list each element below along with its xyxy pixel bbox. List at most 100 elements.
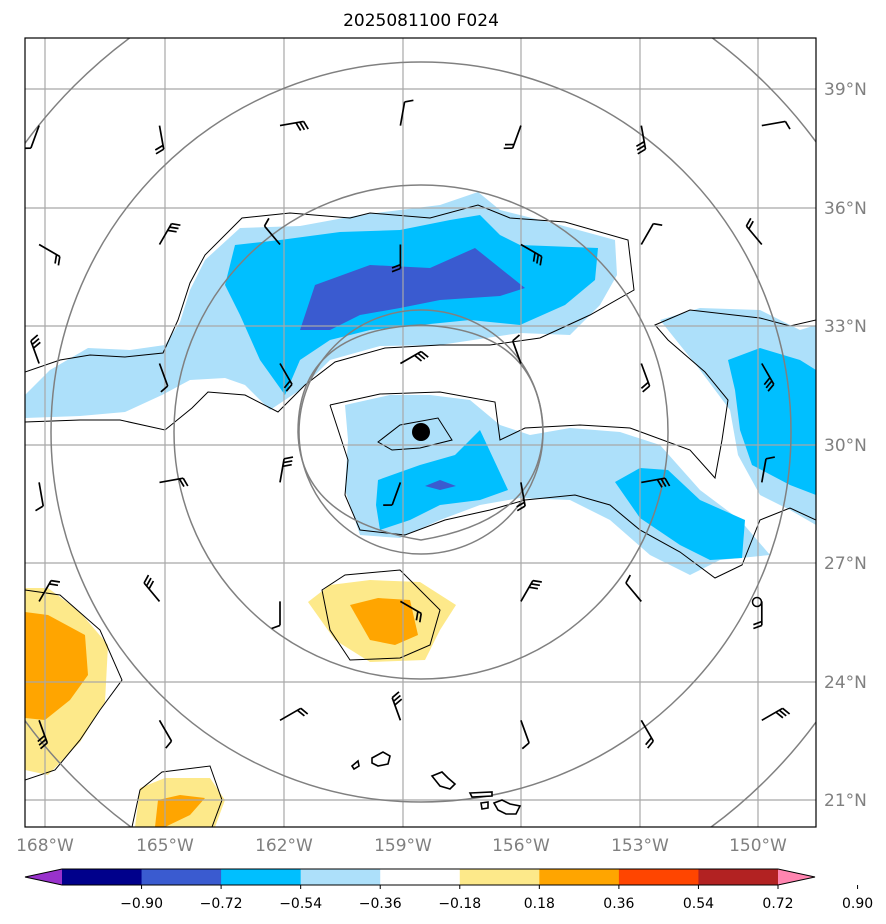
lat-tick-label: 24°N — [824, 673, 867, 693]
lon-tick-label: 153°W — [611, 836, 669, 856]
wind-barb — [383, 482, 402, 506]
range-ring-2 — [173, 184, 669, 680]
lat-tick-label: 27°N — [824, 554, 867, 574]
wind-barb — [37, 720, 49, 750]
map-frame — [24, 37, 817, 828]
wind-barb — [520, 243, 543, 266]
wind-barb — [158, 719, 173, 749]
wind-barb — [271, 601, 281, 630]
wind-barb — [279, 363, 293, 392]
wind-barbs — [25, 99, 791, 750]
lon-tick-label: 159°W — [374, 836, 432, 856]
colorbar-tick-label: −0.72 — [200, 896, 243, 912]
wind-barb — [158, 363, 169, 393]
contour-lines — [25, 204, 816, 827]
lon-tick-label: 168°W — [16, 836, 74, 856]
graticule — [25, 38, 816, 827]
wind-barb — [520, 720, 530, 750]
colorbar-tick-label: 0.18 — [524, 896, 555, 912]
colorbar-boxes — [25, 869, 815, 885]
colorbar-box — [141, 869, 222, 885]
island-kauai — [371, 751, 391, 767]
wind-barb — [399, 600, 423, 623]
wind-barb — [143, 574, 161, 602]
wind-barb — [745, 217, 763, 246]
colorbar-extend-low — [25, 869, 62, 885]
colorbar-box — [459, 869, 540, 885]
wind-barb — [511, 334, 522, 364]
wind-barb — [641, 477, 671, 488]
lon-tick-label: 150°W — [729, 836, 787, 856]
lat-tick-label: 36°N — [824, 199, 867, 219]
lon-tick-label: 165°W — [136, 836, 194, 856]
colorbar-tick-label: −0.36 — [359, 896, 402, 912]
storm-center-marker — [412, 423, 430, 441]
wind-barb — [25, 125, 40, 150]
colorbar-tick-label: 0.36 — [603, 896, 634, 912]
island-lanai — [480, 801, 489, 810]
shade-cyan-far-east — [728, 348, 816, 495]
colorbar-box — [698, 869, 779, 885]
wind-barb — [154, 125, 165, 155]
colorbar-box — [62, 869, 143, 885]
shade-cyan-east — [615, 468, 745, 560]
colorbar-tick-label: 0.90 — [842, 896, 873, 912]
lon-axis: 168°W 165°W 162°W 159°W 156°W 153°W 150°… — [16, 836, 787, 856]
lon-tick-label: 156°W — [492, 836, 550, 856]
wind-barb — [38, 243, 61, 266]
wind-barb — [399, 99, 414, 126]
wind-barb — [516, 482, 526, 512]
wind-barb — [391, 691, 403, 721]
shade-orange-center — [350, 598, 418, 645]
wind-barb — [640, 719, 655, 749]
colorbar: −0.90 −0.72 −0.54 −0.36 −0.18 0.18 0.36 0.54 0.7… — [24, 868, 873, 912]
colorbar-labels: −0.90 −0.72 −0.54 −0.36 −0.18 0.18 0.36 0.54 0.7… — [120, 885, 873, 912]
colorbar-extend-high — [778, 869, 815, 885]
wind-barb — [761, 363, 775, 392]
island-maui — [492, 799, 522, 815]
wind-barb — [640, 363, 651, 393]
wind-barb — [279, 456, 294, 483]
wind-barb — [399, 350, 429, 365]
colorbar-box — [618, 869, 699, 885]
colorbar-box — [300, 869, 381, 885]
lat-tick-label: 21°N — [824, 791, 867, 811]
wind-barb — [263, 217, 281, 246]
wind-barb — [391, 244, 402, 273]
island-niihau — [350, 759, 360, 771]
lat-axis: 39°N 36°N 33°N 30°N 27°N 24°N 21°N — [824, 80, 867, 811]
wind-barb — [279, 120, 309, 131]
lat-tick-label: 30°N — [824, 436, 867, 456]
range-ring-3 — [50, 61, 792, 803]
wind-barb — [35, 482, 45, 512]
colorbar-tick-label: −0.90 — [120, 896, 163, 912]
wind-barb — [159, 477, 189, 488]
wind-barb — [279, 707, 309, 722]
lat-tick-label: 39°N — [824, 80, 867, 100]
lat-tick-label: 33°N — [824, 317, 867, 337]
wind-barb — [761, 120, 791, 130]
wind-barb — [30, 334, 41, 364]
shade-darkblue-core — [300, 248, 525, 330]
shade-cyan-center — [376, 430, 508, 530]
island-oahu — [430, 771, 457, 790]
shade-darkblue-small — [425, 480, 456, 490]
wind-barb — [503, 125, 522, 150]
wind-barb — [38, 579, 61, 602]
colorbar-outline — [24, 868, 816, 886]
wind-barb — [640, 222, 663, 245]
wind-barb — [761, 707, 791, 722]
colorbar-tick-label: −0.18 — [438, 896, 481, 912]
wind-barb — [625, 574, 642, 602]
island-molokai — [468, 791, 493, 798]
wind-barb — [158, 222, 181, 245]
wind-barb — [635, 125, 647, 155]
shade-orange-south — [155, 795, 205, 827]
lon-tick-label: 162°W — [255, 836, 313, 856]
colorbar-tick-label: 0.72 — [762, 896, 793, 912]
shade-orange-sw — [25, 612, 88, 720]
hawaiian-islands — [350, 751, 522, 815]
